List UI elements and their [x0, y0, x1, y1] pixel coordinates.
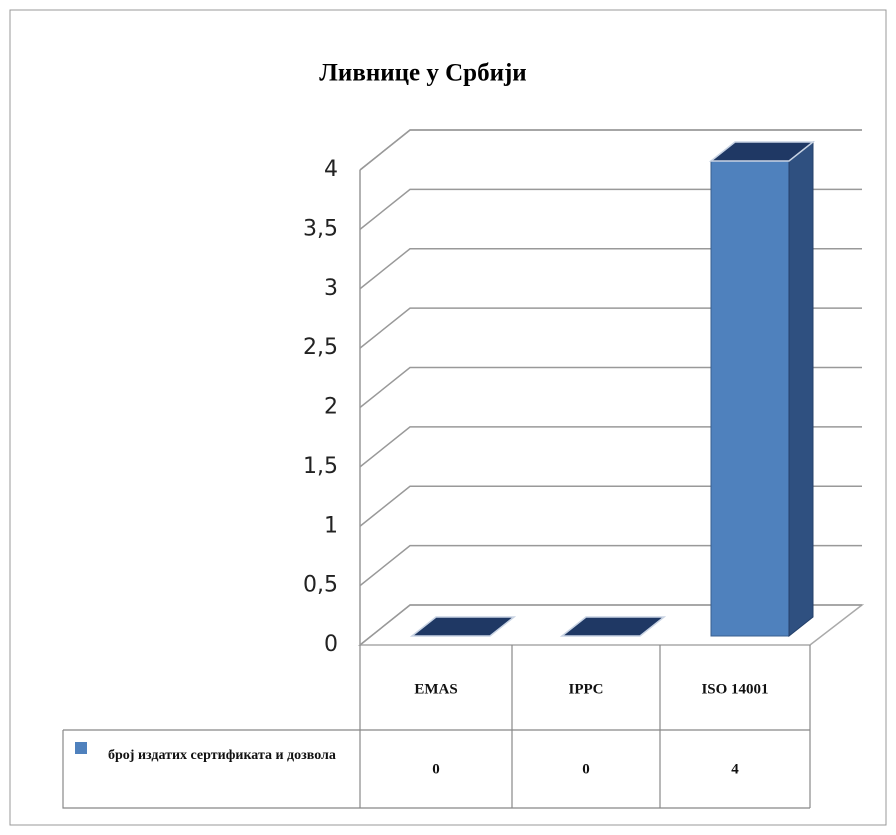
bar-top	[409, 616, 517, 637]
bar-front	[710, 160, 790, 637]
table-grid	[62, 645, 811, 809]
y-tick-label: 4	[324, 157, 338, 182]
x-tick-label: ISO 14001	[701, 681, 768, 697]
legend-swatch	[75, 742, 87, 754]
data-label: 0	[582, 761, 590, 777]
x-tick-label: IPPC	[569, 681, 604, 697]
y-tick-label: 2	[324, 395, 338, 420]
y-tick-label: 0	[324, 632, 338, 657]
bar-top	[559, 616, 667, 637]
x-tick-label: EMAS	[414, 681, 457, 697]
y-tick-label: 3,5	[303, 216, 338, 241]
grid-line	[359, 129, 862, 171]
legend-label: број издатих сертификата и дозвола	[108, 748, 336, 763]
data-label: 4	[731, 761, 739, 777]
y-tick-label: 3	[324, 276, 338, 301]
bar-side	[788, 140, 814, 638]
y-tick-label: 1,5	[303, 454, 338, 479]
data-label: 0	[432, 761, 440, 777]
y-tick-label: 2,5	[303, 335, 338, 360]
bar-top	[708, 141, 816, 162]
y-tick-label: 0,5	[303, 573, 338, 598]
y-tick-label: 1	[324, 513, 338, 538]
chart-title: Ливнице у Србији	[319, 60, 526, 87]
